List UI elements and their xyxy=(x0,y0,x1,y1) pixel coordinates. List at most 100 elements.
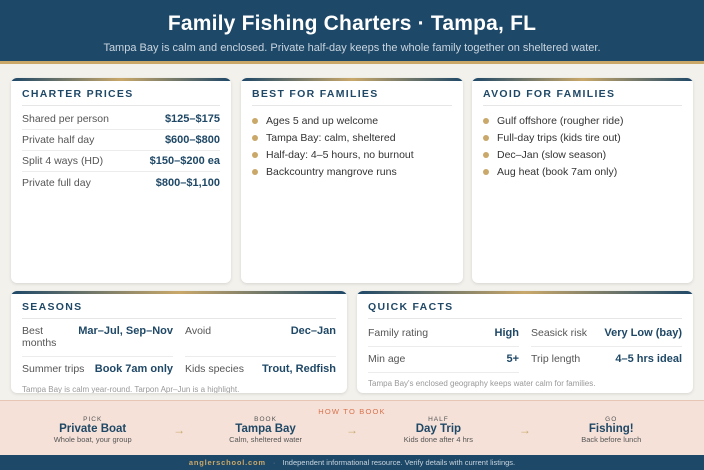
price-label: Private full day xyxy=(22,176,91,189)
best-for-families-card: BEST FOR FAMILIES Ages 5 and up welcome … xyxy=(241,78,463,283)
item-text: Half-day: 4–5 hours, no burnout xyxy=(266,148,414,161)
cell-label: Trip length xyxy=(531,353,581,365)
card-title: AVOID FOR FAMILIES xyxy=(483,78,682,106)
fact-cell: Trip length 4–5 hrs ideal xyxy=(531,347,682,373)
card-title: CHARTER PRICES xyxy=(22,78,220,106)
list-item: Half-day: 4–5 hours, no burnout xyxy=(252,146,452,163)
cell-value: Mar–Jul, Sep–Nov xyxy=(78,325,173,337)
seasons-note: Tampa Bay is calm year-round. Tarpon Apr… xyxy=(22,385,240,393)
step-title: Tampa Bay xyxy=(235,423,296,435)
cell-value: High xyxy=(494,327,519,339)
item-text: Tampa Bay: calm, sheltered xyxy=(266,131,396,144)
arrow-right-icon: → xyxy=(345,423,358,437)
cell-label: Best months xyxy=(22,325,57,349)
page-header: Family Fishing Charters · Tampa, FL Tamp… xyxy=(0,0,704,64)
bullet-icon xyxy=(252,117,258,124)
quick-facts-card: QUICK FACTS Family rating High Seasick ri… xyxy=(357,291,693,393)
step-desc: Calm, sheltered water xyxy=(229,435,303,444)
card-title: SEASONS xyxy=(22,291,336,319)
page-title: Family Fishing Charters · Tampa, FL xyxy=(167,12,537,35)
footer-separator: · xyxy=(272,458,276,467)
list-item: Gulf offshore (rougher ride) xyxy=(483,112,682,129)
step-book: BOOK Tampa Bay Calm, sheltered water xyxy=(201,416,331,444)
item-text: Gulf offshore (rougher ride) xyxy=(497,114,624,127)
step-desc: Back before lunch xyxy=(581,435,642,444)
item-text: Aug heat (book 7am only) xyxy=(497,165,618,178)
bullet-icon xyxy=(252,151,258,158)
fact-cell: Family rating High xyxy=(368,321,519,347)
cell-value: Book 7am only xyxy=(94,363,173,375)
bullet-icon xyxy=(483,151,489,158)
price-row: Private full day $800–$1,100 xyxy=(22,172,220,193)
bullet-icon xyxy=(483,168,489,175)
price-value: $150–$200 ea xyxy=(149,155,220,167)
cell-label: Min age xyxy=(368,353,406,365)
arrow-right-icon: → xyxy=(518,423,531,437)
price-row: Private half day $600–$800 xyxy=(22,130,220,151)
fact-cell: Seasick risk Very Low (bay) xyxy=(531,321,682,347)
cell-label: Summer trips xyxy=(22,363,85,375)
item-text: Full-day trips (kids tire out) xyxy=(497,131,621,144)
cell-value: Dec–Jan xyxy=(290,325,336,337)
season-cell: Best months Mar–Jul, Sep–Nov xyxy=(22,319,173,357)
card-title: QUICK FACTS xyxy=(368,291,682,319)
step-label: BOOK xyxy=(254,416,277,423)
season-cell: Summer trips Book 7am only xyxy=(22,357,173,383)
cell-label: Kids species xyxy=(185,363,244,375)
season-cell: Kids species Trout, Redfish xyxy=(185,357,336,383)
step-half: HALF Day Trip Kids done after 4 hrs xyxy=(373,416,503,444)
cell-value: Very Low (bay) xyxy=(604,327,682,339)
cell-value: 5+ xyxy=(506,353,519,365)
item-text: Dec–Jan (slow season) xyxy=(497,148,607,161)
item-text: Ages 5 and up welcome xyxy=(266,114,379,127)
step-title: Fishing! xyxy=(588,423,634,435)
facts-note: Tampa Bay's enclosed geography keeps wat… xyxy=(368,379,596,388)
fact-cell: Min age 5+ xyxy=(368,347,519,373)
bullet-icon xyxy=(252,134,258,141)
cell-label: Family rating xyxy=(368,327,429,339)
list-item: Ages 5 and up welcome xyxy=(252,112,452,129)
list-item: Dec–Jan (slow season) xyxy=(483,146,682,163)
item-text: Backcountry mangrove runs xyxy=(266,165,397,178)
list-item: Backcountry mangrove runs xyxy=(252,163,452,180)
how-to-book-title: HOW TO BOOK xyxy=(318,407,386,416)
price-value: $125–$175 xyxy=(164,113,220,125)
step-go: GO Fishing! Back before lunch xyxy=(546,416,676,444)
footer: anglerschool.com · Independent informati… xyxy=(0,455,704,470)
cell-value: Trout, Redfish xyxy=(262,363,336,375)
step-desc: Whole boat, your group xyxy=(53,435,132,444)
seasons-card: SEASONS Best months Mar–Jul, Sep–Nov Avoi… xyxy=(11,291,347,393)
price-row: Split 4 ways (HD) $150–$200 ea xyxy=(22,151,220,172)
list-item: Tampa Bay: calm, sheltered xyxy=(252,129,452,146)
arrow-right-icon: → xyxy=(173,423,186,437)
cell-label: Seasick risk xyxy=(531,327,588,339)
step-label: HALF xyxy=(428,416,449,423)
card-title: BEST FOR FAMILIES xyxy=(252,78,452,106)
price-label: Private half day xyxy=(22,134,95,146)
price-row: Shared per person $125–$175 xyxy=(22,109,220,130)
list-item: Full-day trips (kids tire out) xyxy=(483,129,682,146)
charter-prices-card: CHARTER PRICES Shared per person $125–$17… xyxy=(11,78,231,283)
price-value: $800–$1,100 xyxy=(155,176,220,189)
bullet-icon xyxy=(483,117,489,124)
footer-brand-link[interactable]: anglerschool.com xyxy=(188,458,266,467)
price-value: $600–$800 xyxy=(164,134,220,146)
season-cell: Avoid Dec–Jan xyxy=(185,319,336,357)
footer-text: Independent informational resource. Veri… xyxy=(282,458,516,467)
step-title: Day Trip xyxy=(415,423,462,435)
step-label: GO xyxy=(605,416,618,423)
step-desc: Kids done after 4 hrs xyxy=(403,435,473,444)
how-to-book-band: HOW TO BOOK PICK Private Boat Whole boat, … xyxy=(0,400,704,455)
step-label: PICK xyxy=(83,416,103,423)
step-title: Private Boat xyxy=(59,423,127,435)
bullet-icon xyxy=(252,168,258,175)
bullet-icon xyxy=(483,134,489,141)
price-label: Split 4 ways (HD) xyxy=(22,155,104,167)
page-subtitle: Tampa Bay is calm and enclosed. Private … xyxy=(103,42,601,54)
list-item: Aug heat (book 7am only) xyxy=(483,163,682,180)
cell-value: 4–5 hrs ideal xyxy=(615,353,682,365)
step-pick: PICK Private Boat Whole boat, your group xyxy=(28,416,158,444)
cell-label: Avoid xyxy=(185,325,212,337)
avoid-for-families-card: AVOID FOR FAMILIES Gulf offshore (roughe… xyxy=(472,78,693,283)
price-label: Shared per person xyxy=(22,113,109,125)
